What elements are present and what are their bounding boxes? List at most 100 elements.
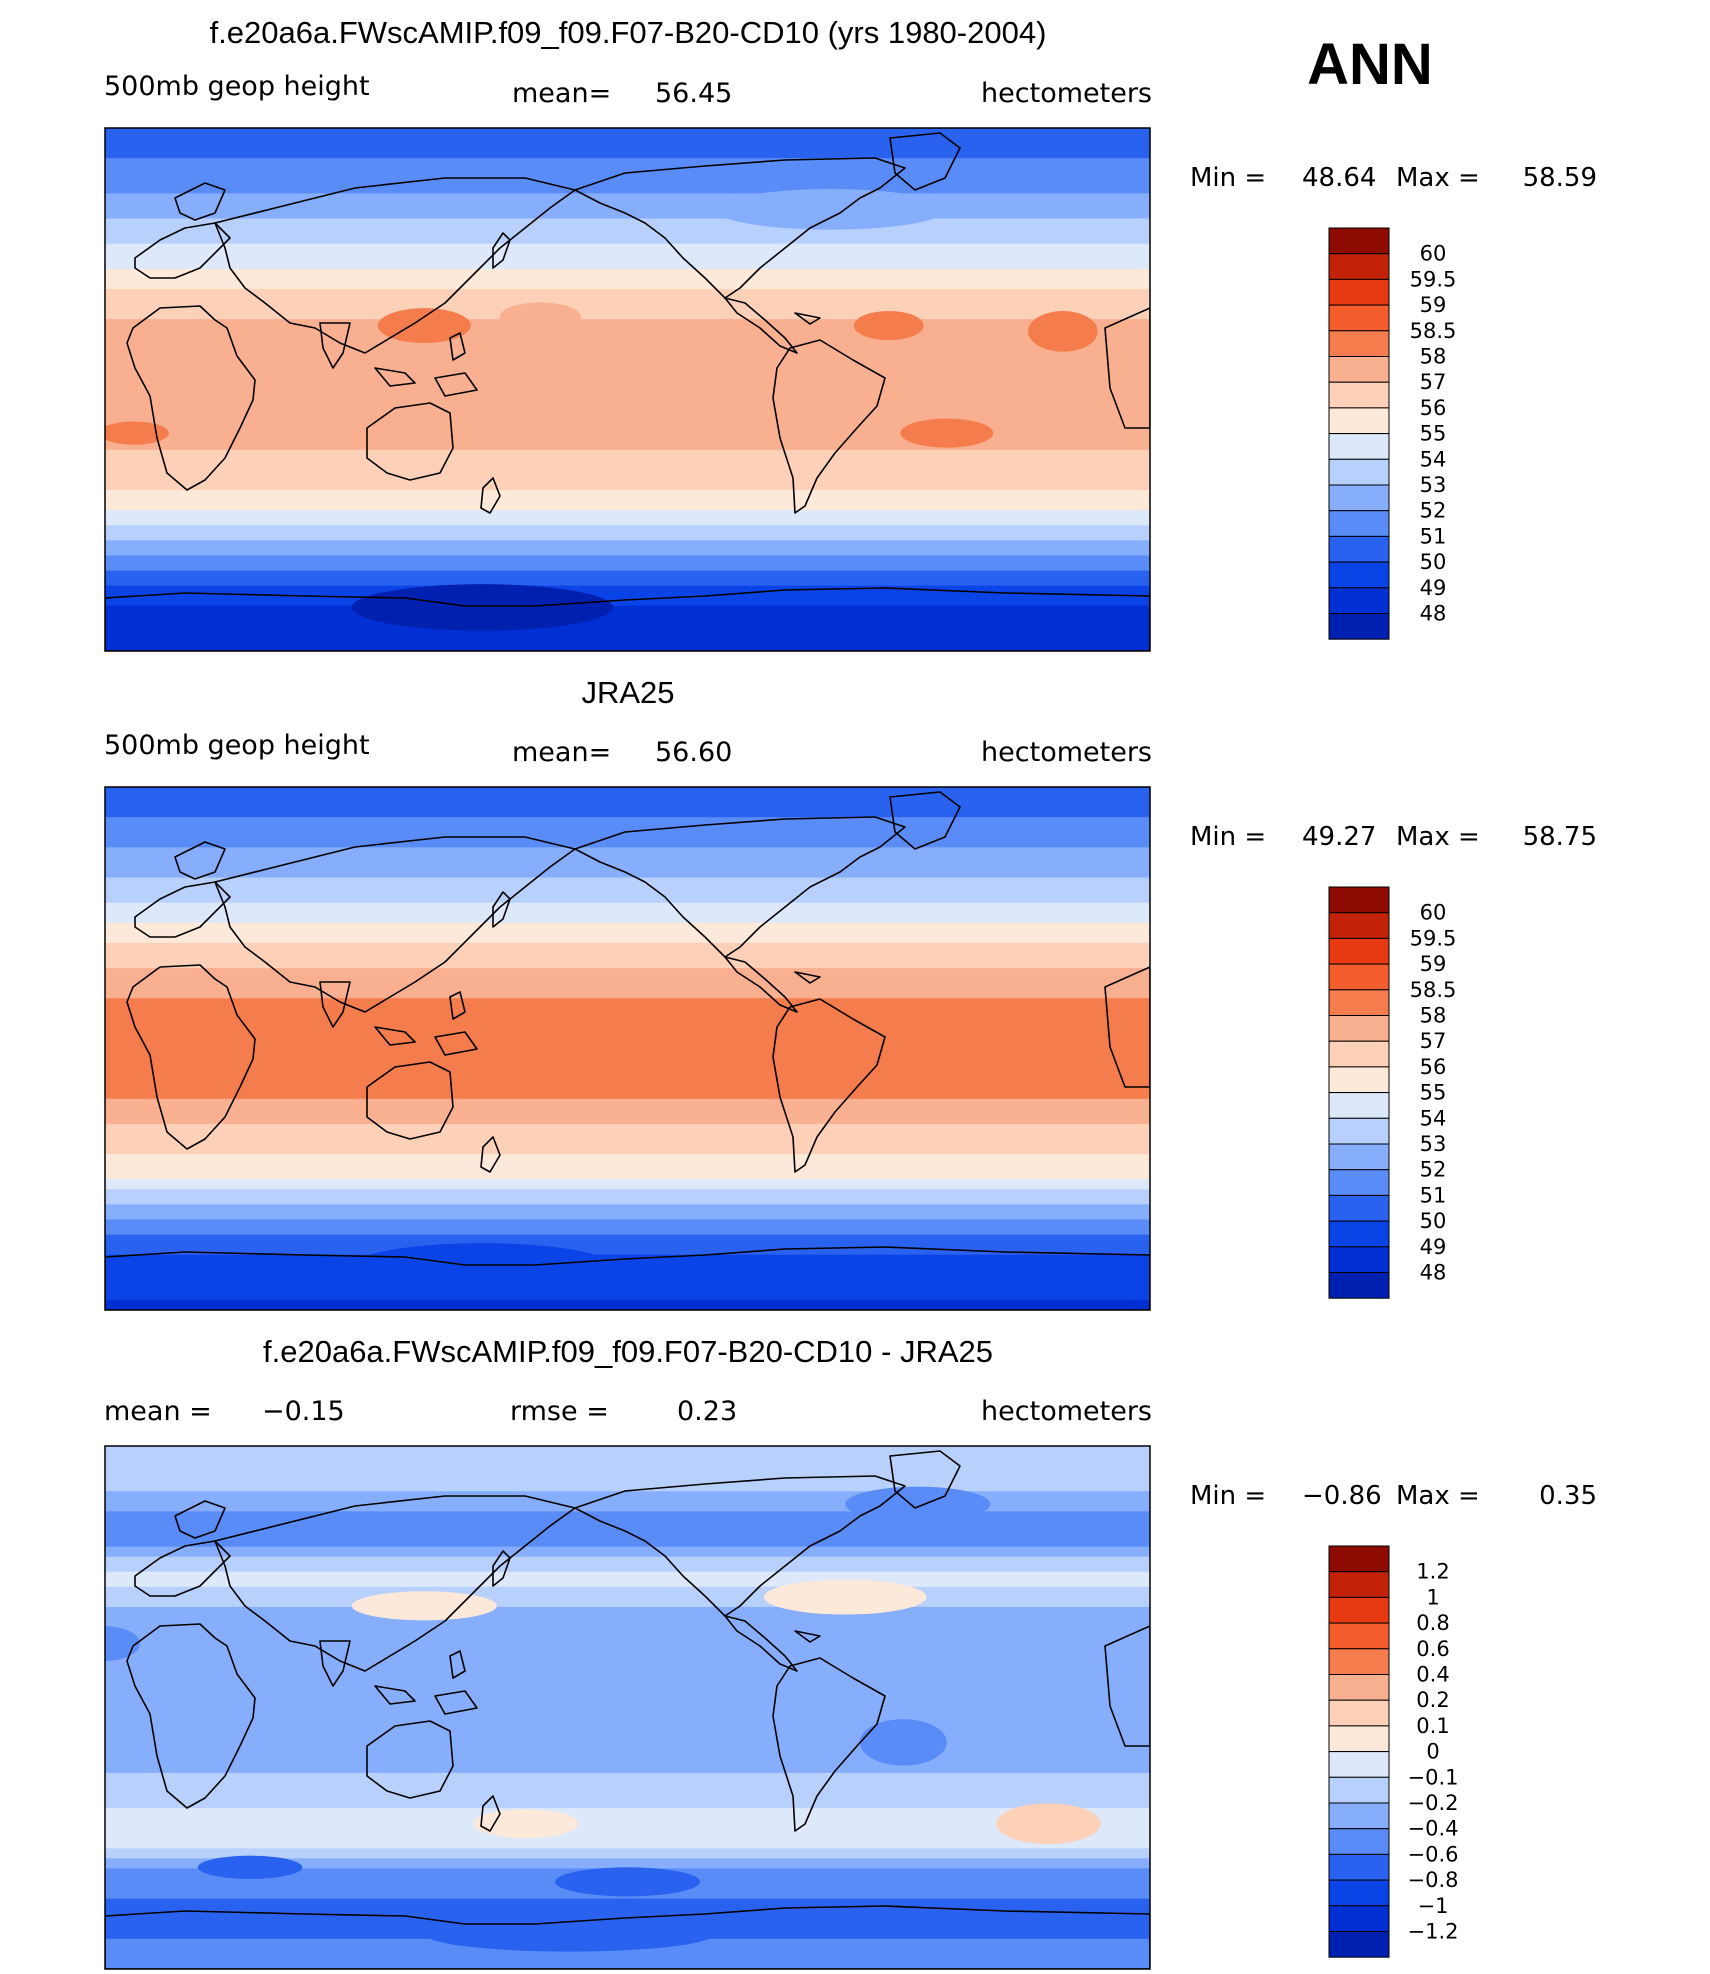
contour-anomaly: [351, 584, 613, 631]
contour-band: [105, 1003, 1150, 1009]
contour-band: [105, 625, 1150, 632]
colorbar-box: [1328, 912, 1390, 939]
contour-band: [105, 434, 1150, 441]
contour-band: [105, 1274, 1150, 1281]
contour-band: [105, 620, 1150, 627]
colorbar-box: [1328, 1751, 1390, 1778]
contour-band: [105, 882, 1150, 889]
contour-band: [105, 1466, 1150, 1472]
coastline: [126, 305, 256, 491]
contour-band: [105, 827, 1150, 833]
colorbar-label: −0.8: [1408, 1868, 1459, 1892]
contour-band: [105, 1576, 1150, 1583]
coastline: [174, 182, 226, 221]
contour-band: [105, 1697, 1150, 1704]
contour-band: [105, 1088, 1150, 1095]
coastline: [574, 1475, 906, 1617]
colorbar-box: [1328, 587, 1390, 614]
contour-band: [105, 1224, 1150, 1231]
panel-title: f.e20a6a.FWscAMIP.f09_f09.F07-B20-CD10 (…: [210, 15, 1047, 50]
colorbar-box: [1328, 886, 1390, 914]
contour-band: [105, 429, 1150, 436]
contour-band: [105, 1782, 1150, 1789]
coastline: [374, 1026, 416, 1046]
contour-band: [105, 183, 1150, 189]
contour-anomaly: [888, 1004, 1121, 1064]
contour-band: [105, 1777, 1150, 1784]
contour-band: [105, 645, 1150, 651]
contour-band: [105, 1707, 1150, 1714]
contour-band: [105, 424, 1150, 431]
contour-band: [105, 937, 1150, 944]
contour-band: [105, 1299, 1150, 1306]
colorbar-box: [1328, 1905, 1390, 1933]
contour-band: [105, 1742, 1150, 1749]
contour-anomaly: [714, 189, 947, 230]
coastline: [794, 312, 821, 325]
colorbar-label: 51: [1420, 524, 1447, 548]
coastline: [772, 339, 886, 514]
contour-band: [105, 1601, 1150, 1608]
contour-band: [105, 797, 1150, 803]
colorbar-label: 50: [1420, 1209, 1447, 1233]
contour-band: [105, 344, 1150, 350]
contour-band: [105, 1169, 1150, 1175]
contour-band: [105, 515, 1150, 521]
contour-band: [105, 319, 1150, 325]
contour-band: [105, 1702, 1150, 1709]
coastline: [772, 1657, 886, 1832]
contour-band: [105, 1073, 1150, 1080]
contour-anomaly: [853, 311, 924, 341]
contour-band: [105, 1848, 1150, 1854]
contour-anomaly: [1028, 311, 1098, 352]
contour-band: [105, 1239, 1150, 1246]
colorbar-box: [1328, 1194, 1390, 1222]
contour-band: [105, 304, 1150, 310]
colorbar-box: [1328, 1272, 1390, 1299]
colorbar-box: [1328, 937, 1390, 965]
contour-band: [105, 1556, 1150, 1563]
contour-band: [105, 525, 1150, 531]
contour-band: [105, 1304, 1150, 1310]
contour-band: [105, 1722, 1150, 1729]
contour-band: [105, 1078, 1150, 1085]
contour-band: [105, 1772, 1150, 1779]
coastline: [724, 956, 798, 1013]
coastline: [1104, 307, 1150, 429]
contour-band: [105, 1858, 1150, 1864]
contour-band: [105, 138, 1150, 144]
contour-band: [105, 1063, 1150, 1070]
contour-band: [105, 198, 1150, 205]
contour-band: [105, 298, 1150, 305]
contour-band: [105, 635, 1150, 642]
coastline: [214, 1495, 576, 1672]
contour-anomaly: [351, 1591, 497, 1621]
colorbar-box: [1328, 1143, 1390, 1171]
coastline: [1104, 1625, 1150, 1747]
contour-band: [105, 988, 1150, 994]
min-label: Min =: [1190, 822, 1266, 852]
contour-band: [105, 495, 1150, 501]
coastline: [434, 1690, 478, 1715]
contour-anomaly: [996, 1803, 1101, 1845]
colorbar-label: 53: [1420, 1132, 1447, 1156]
contour-band: [105, 1737, 1150, 1744]
contour-band: [105, 832, 1150, 838]
min-value: −0.86: [1302, 1481, 1382, 1511]
colorbar-label: 58: [1420, 345, 1447, 369]
coastline: [492, 891, 511, 928]
colorbar-box: [1328, 330, 1390, 357]
contour-band: [105, 1581, 1150, 1588]
mean-label: mean=: [512, 737, 611, 768]
contour-band: [105, 837, 1150, 843]
contour-band: [105, 1913, 1150, 1920]
contour-bands: [105, 787, 1150, 1310]
contour-band: [105, 1516, 1150, 1523]
colorbar-label: 59: [1420, 952, 1447, 976]
coastline: [366, 1061, 454, 1140]
contour-band: [105, 1908, 1150, 1915]
colorbar-label: 55: [1420, 422, 1447, 446]
colorbar-label: 52: [1420, 499, 1447, 523]
variable-label: 500mb geop height: [104, 730, 370, 761]
